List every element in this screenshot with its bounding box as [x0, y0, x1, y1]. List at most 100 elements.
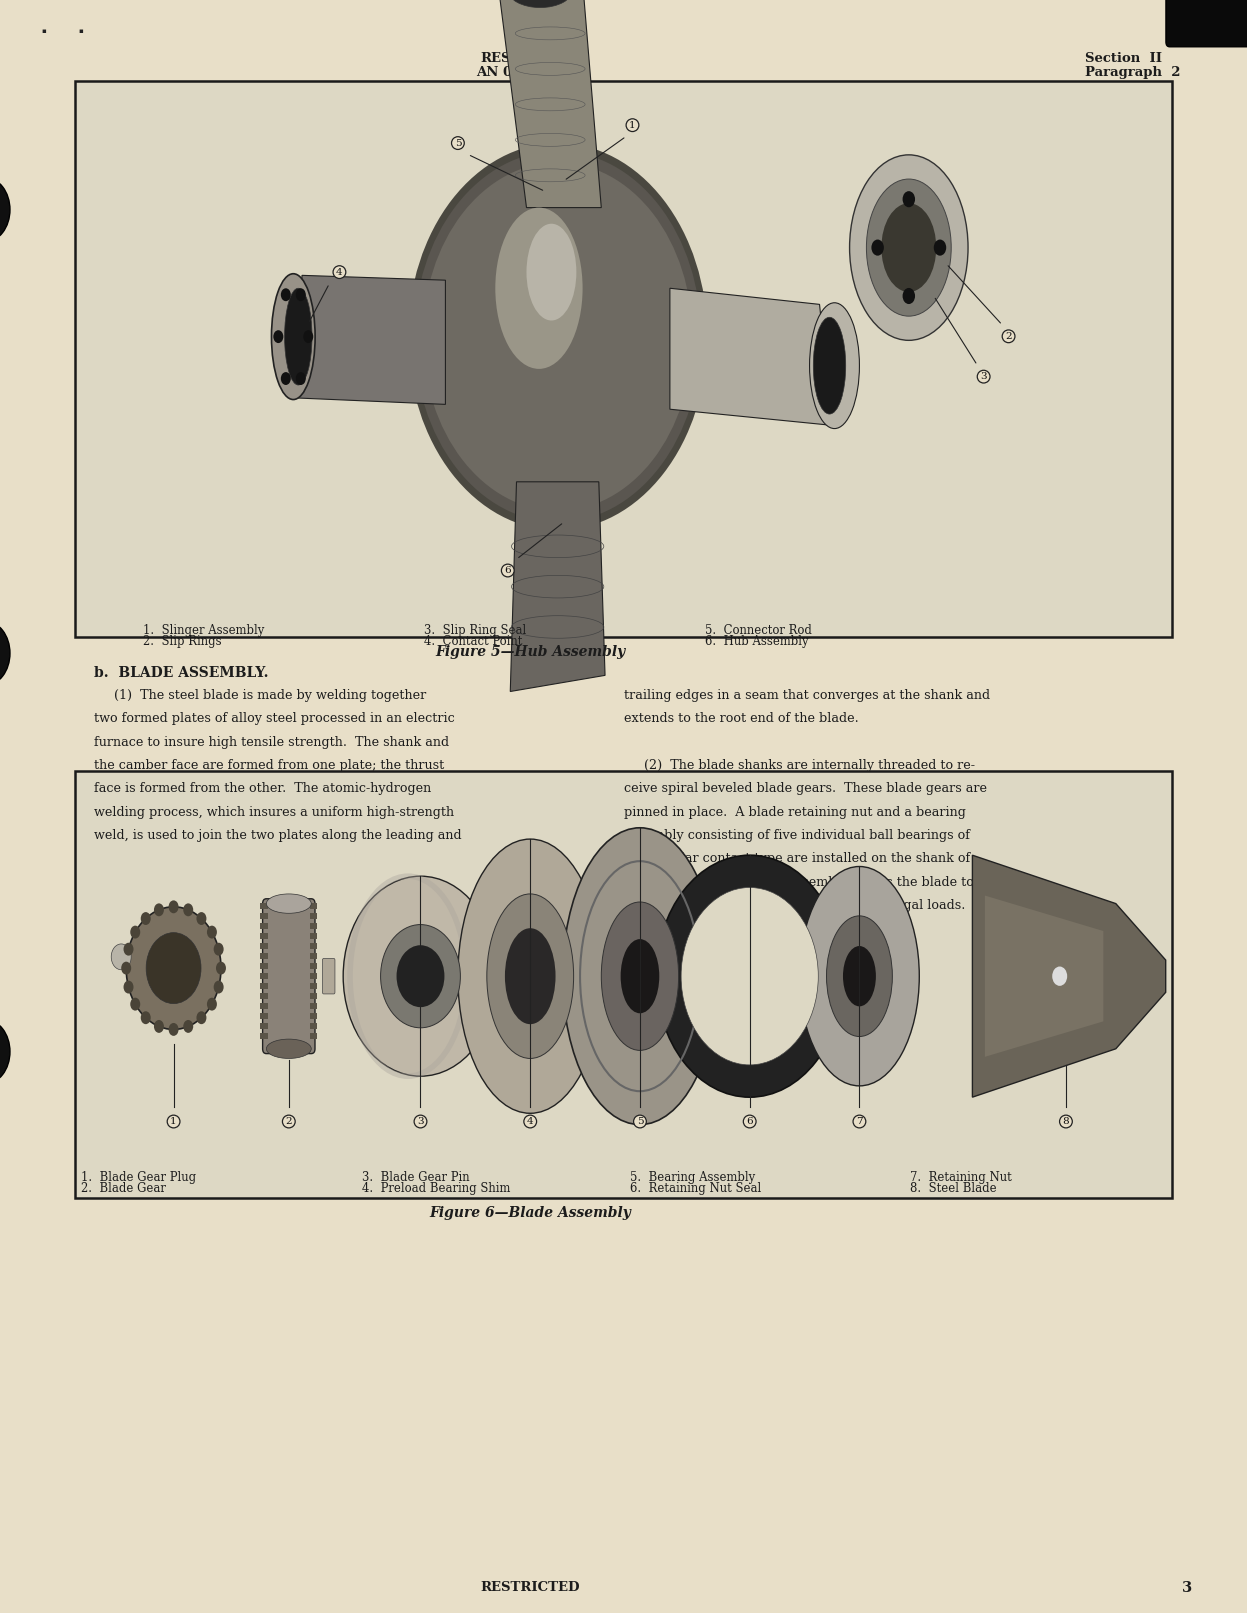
Circle shape [934, 240, 946, 256]
Text: 6: 6 [747, 1118, 753, 1126]
Text: 2.  Blade Gear: 2. Blade Gear [81, 1182, 166, 1195]
Bar [261, 923, 268, 929]
Bar [311, 973, 318, 979]
Text: 2: 2 [286, 1118, 292, 1126]
Text: 3.  Slip Ring Seal: 3. Slip Ring Seal [424, 624, 526, 637]
Circle shape [1052, 966, 1067, 986]
Text: 8.  Steel Blade: 8. Steel Blade [910, 1182, 996, 1195]
Text: furnace to insure high tensile strength.  The shank and: furnace to insure high tensile strength.… [94, 736, 449, 748]
Bar [311, 1032, 318, 1039]
Bar [311, 923, 318, 929]
Text: 1.  Slinger Assembly: 1. Slinger Assembly [143, 624, 264, 637]
Circle shape [281, 373, 291, 386]
Text: b.  BLADE ASSEMBLY.: b. BLADE ASSEMBLY. [94, 666, 268, 681]
Text: RESTRICTED: RESTRICTED [480, 1581, 580, 1595]
Ellipse shape [486, 894, 574, 1058]
Bar [311, 963, 318, 969]
Polygon shape [670, 289, 832, 426]
Text: Paragraph  2: Paragraph 2 [1085, 66, 1181, 79]
Text: each blade.  The bearing assembly allows the blade to: each blade. The bearing assembly allows … [624, 876, 974, 889]
Bar [311, 992, 318, 998]
Text: 4.  Contact Point: 4. Contact Point [424, 636, 522, 648]
Bar [311, 982, 318, 989]
Text: the angular contact type are installed on the shank of: the angular contact type are installed o… [624, 852, 970, 866]
Text: 6: 6 [505, 566, 511, 574]
Text: assembly consisting of five individual ball bearings of: assembly consisting of five individual b… [624, 829, 969, 842]
Bar [311, 1013, 318, 1019]
Bar [261, 903, 268, 910]
Ellipse shape [508, 0, 572, 8]
Circle shape [197, 1011, 207, 1024]
Bar [261, 963, 268, 969]
Bar [261, 932, 268, 939]
Text: 3: 3 [418, 1118, 424, 1126]
Ellipse shape [867, 179, 951, 316]
Text: 3: 3 [980, 373, 986, 381]
Text: 7.  Retaining Nut: 7. Retaining Nut [910, 1171, 1013, 1184]
Ellipse shape [562, 827, 717, 1124]
Bar [261, 992, 268, 998]
Circle shape [273, 331, 283, 344]
Circle shape [0, 621, 10, 686]
Text: ceive spiral beveled blade gears.  These blade gears are: ceive spiral beveled blade gears. These … [624, 782, 986, 795]
Circle shape [130, 926, 140, 939]
Ellipse shape [458, 839, 602, 1113]
FancyBboxPatch shape [263, 898, 315, 1053]
Bar [311, 953, 318, 960]
Circle shape [153, 1019, 163, 1032]
Circle shape [343, 876, 498, 1076]
Text: 5: 5 [637, 1118, 643, 1126]
Circle shape [207, 998, 217, 1011]
Circle shape [168, 1023, 178, 1036]
Polygon shape [498, 0, 601, 208]
Text: 2.  Slip Rings: 2. Slip Rings [143, 636, 222, 648]
Text: RESTRICTED: RESTRICTED [480, 52, 580, 66]
Text: welding process, which insures a uniform high-strength: welding process, which insures a uniform… [94, 805, 454, 819]
Circle shape [130, 998, 140, 1011]
Text: weld, is used to join the two plates along the leading and: weld, is used to join the two plates alo… [94, 829, 461, 842]
Circle shape [903, 289, 915, 305]
Ellipse shape [849, 155, 968, 340]
Bar [261, 913, 268, 919]
Ellipse shape [601, 902, 678, 1050]
Circle shape [197, 911, 207, 924]
Text: AN 03-20BH-1: AN 03-20BH-1 [476, 66, 584, 79]
Bar [311, 913, 318, 919]
Circle shape [397, 945, 444, 1007]
Ellipse shape [284, 289, 312, 386]
Text: 4.  Preload Bearing Shim: 4. Preload Bearing Shim [362, 1182, 510, 1195]
Text: Figure 5—Hub Assembly: Figure 5—Hub Assembly [435, 645, 625, 658]
Ellipse shape [799, 866, 919, 1086]
Circle shape [213, 942, 223, 955]
Circle shape [153, 903, 163, 916]
Circle shape [0, 1019, 10, 1084]
Ellipse shape [272, 274, 315, 400]
Circle shape [423, 163, 692, 511]
Bar [261, 1013, 268, 1019]
Polygon shape [296, 276, 445, 405]
Text: 2: 2 [1005, 332, 1011, 340]
Bar [261, 1032, 268, 1039]
Circle shape [408, 144, 707, 531]
Bar [311, 1023, 318, 1029]
Text: (1)  The steel blade is made by welding together: (1) The steel blade is made by welding t… [94, 689, 425, 702]
Text: 1: 1 [630, 121, 636, 129]
Text: Figure 6—Blade Assembly: Figure 6—Blade Assembly [429, 1207, 631, 1219]
Polygon shape [985, 895, 1104, 1057]
Text: the camber face are formed from one plate; the thrust: the camber face are formed from one plat… [94, 758, 444, 773]
Text: ▪: ▪ [79, 27, 84, 34]
Polygon shape [510, 482, 605, 692]
Circle shape [111, 944, 131, 969]
Text: (2)  The blade shanks are internally threaded to re-: (2) The blade shanks are internally thre… [624, 758, 974, 773]
Text: 8: 8 [1062, 1118, 1069, 1126]
Circle shape [123, 942, 133, 955]
Text: Section  II: Section II [1085, 52, 1162, 66]
Bar [261, 973, 268, 979]
Circle shape [121, 961, 131, 974]
Bar [261, 1003, 268, 1010]
Bar [261, 942, 268, 948]
Circle shape [213, 981, 223, 994]
Text: extends to the root end of the blade.: extends to the root end of the blade. [624, 713, 858, 726]
Text: 4: 4 [527, 1118, 534, 1126]
Circle shape [414, 152, 701, 523]
